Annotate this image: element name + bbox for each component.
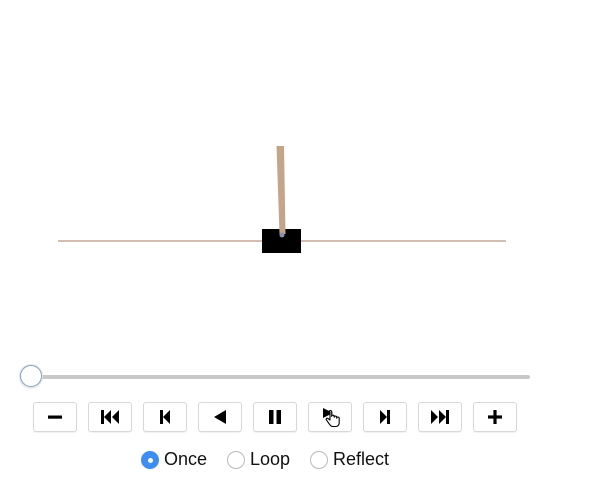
slider-thumb[interactable] — [20, 365, 42, 387]
frame-slider[interactable] — [20, 365, 532, 389]
previous-frame-button[interactable] — [143, 402, 187, 432]
step-back-icon — [160, 410, 170, 424]
last-frame-button[interactable] — [418, 402, 462, 432]
mode-reflect-label: Reflect — [333, 449, 390, 469]
radio-loop[interactable] — [227, 450, 245, 469]
pole-axle — [279, 232, 285, 238]
slower-button[interactable] — [33, 402, 77, 432]
play-reverse-button[interactable] — [198, 402, 242, 432]
faster-button[interactable] — [473, 402, 517, 432]
minus-icon — [48, 415, 62, 419]
pause-button[interactable] — [253, 402, 297, 432]
play-reverse-icon — [214, 410, 226, 424]
first-frame-button[interactable] — [88, 402, 132, 432]
slider-track[interactable] — [32, 375, 530, 379]
play-button[interactable] — [308, 402, 352, 432]
mode-loop-option[interactable]: Loop — [227, 449, 290, 470]
animation-frame — [58, 146, 506, 253]
mode-reflect-option[interactable]: Reflect — [310, 449, 389, 470]
step-forward-icon — [380, 410, 390, 424]
plus-icon — [488, 410, 502, 424]
radio-once[interactable] — [141, 450, 159, 469]
skip-to-end-icon — [431, 410, 449, 424]
radio-reflect[interactable] — [310, 450, 328, 469]
pause-icon — [269, 410, 281, 424]
hand-cursor-icon — [323, 408, 340, 428]
mode-once-label: Once — [164, 449, 208, 469]
pole — [276, 146, 286, 234]
skip-to-start-icon — [101, 410, 119, 424]
mode-loop-label: Loop — [250, 449, 291, 469]
next-frame-button[interactable] — [363, 402, 407, 432]
mode-once-option[interactable]: Once — [141, 449, 207, 470]
cartpole-figure — [58, 146, 506, 253]
